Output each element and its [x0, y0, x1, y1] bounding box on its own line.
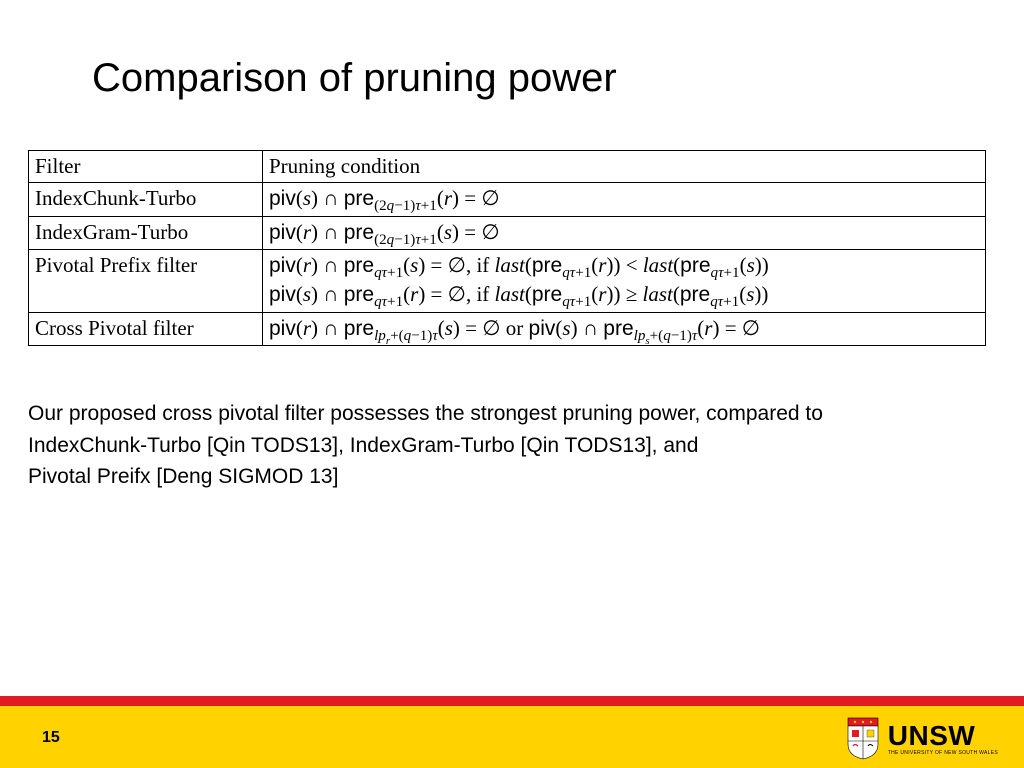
unsw-logo: UNSW THE UNIVERSITY OF NEW SOUTH WALES — [846, 716, 998, 760]
header-filter: Filter — [29, 151, 263, 183]
filter-condition: piv(r) ∩ preqτ+1(s) = ∅, if last(preqτ+1… — [263, 250, 986, 313]
unsw-wordmark: UNSW — [888, 720, 998, 752]
table-row: IndexGram-Turbo piv(r) ∩ pre(2q−1)τ+1(s)… — [29, 216, 986, 249]
summary-line: IndexChunk-Turbo [Qin TODS13], IndexGram… — [28, 430, 986, 462]
summary-line: Our proposed cross pivotal filter posses… — [28, 398, 986, 430]
table-row: Cross Pivotal filter piv(r) ∩ prelpr+(q−… — [29, 312, 986, 345]
filter-condition: piv(r) ∩ prelpr+(q−1)τ(s) = ∅ or piv(s) … — [263, 312, 986, 345]
unsw-fullname: THE UNIVERSITY OF NEW SOUTH WALES — [888, 750, 998, 756]
filter-name: Pivotal Prefix filter — [29, 250, 263, 313]
comparison-table: Filter Pruning condition IndexChunk-Turb… — [28, 150, 986, 346]
filter-condition: piv(r) ∩ pre(2q−1)τ+1(s) = ∅ — [263, 216, 986, 249]
table-row: IndexChunk-Turbo piv(s) ∩ pre(2q−1)τ+1(r… — [29, 183, 986, 216]
summary-text: Our proposed cross pivotal filter posses… — [28, 398, 986, 493]
summary-line: Pivotal Preifx [Deng SIGMOD 13] — [28, 461, 986, 493]
filter-name: IndexGram-Turbo — [29, 216, 263, 249]
header-condition: Pruning condition — [263, 151, 986, 183]
unsw-logo-text: UNSW THE UNIVERSITY OF NEW SOUTH WALES — [888, 720, 998, 756]
filter-name: Cross Pivotal filter — [29, 312, 263, 345]
page-number: 15 — [42, 729, 60, 747]
slide-title: Comparison of pruning power — [92, 56, 617, 101]
unsw-crest-icon — [846, 716, 880, 760]
filter-condition: piv(s) ∩ pre(2q−1)τ+1(r) = ∅ — [263, 183, 986, 216]
filter-name: IndexChunk-Turbo — [29, 183, 263, 216]
footer-red-stripe — [0, 696, 1024, 706]
table-row: Pivotal Prefix filter piv(r) ∩ preqτ+1(s… — [29, 250, 986, 313]
table-header-row: Filter Pruning condition — [29, 151, 986, 183]
